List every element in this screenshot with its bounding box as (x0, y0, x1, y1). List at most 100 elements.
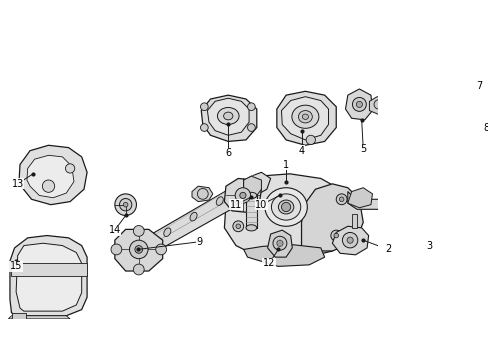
Polygon shape (19, 145, 87, 205)
Circle shape (135, 246, 142, 253)
Text: 5: 5 (359, 144, 366, 154)
Circle shape (123, 202, 128, 207)
Circle shape (247, 103, 255, 111)
Bar (12, 262, 87, 276)
Circle shape (346, 237, 352, 243)
Bar (245, 195, 256, 228)
Polygon shape (463, 91, 488, 138)
Text: 10: 10 (255, 200, 267, 210)
Circle shape (426, 76, 432, 82)
Circle shape (470, 118, 483, 131)
Text: 15: 15 (10, 261, 22, 271)
Text: 1: 1 (283, 159, 288, 170)
Ellipse shape (278, 200, 293, 214)
Polygon shape (224, 179, 261, 212)
Circle shape (342, 233, 357, 248)
Circle shape (200, 124, 208, 131)
Circle shape (235, 188, 250, 203)
Polygon shape (243, 176, 261, 195)
Circle shape (236, 224, 240, 229)
Ellipse shape (190, 212, 197, 221)
Ellipse shape (163, 228, 170, 237)
Text: 12: 12 (263, 258, 275, 268)
Text: 13: 13 (12, 179, 24, 189)
Polygon shape (10, 235, 87, 316)
Circle shape (339, 197, 343, 202)
Bar (408, 63, 448, 95)
Polygon shape (347, 188, 372, 208)
Circle shape (200, 103, 208, 111)
Ellipse shape (302, 114, 308, 120)
Circle shape (111, 244, 122, 255)
Ellipse shape (245, 192, 256, 198)
Circle shape (276, 240, 283, 246)
Polygon shape (8, 316, 70, 319)
Ellipse shape (469, 102, 484, 127)
Circle shape (281, 202, 290, 212)
Polygon shape (27, 155, 74, 198)
Ellipse shape (271, 194, 300, 220)
Text: 8: 8 (483, 122, 488, 132)
Text: 2: 2 (384, 244, 390, 255)
Ellipse shape (472, 109, 480, 120)
Circle shape (336, 194, 346, 205)
Ellipse shape (264, 188, 306, 226)
Polygon shape (267, 230, 292, 257)
Ellipse shape (403, 225, 421, 240)
Text: 6: 6 (225, 148, 231, 158)
Circle shape (115, 194, 136, 216)
Polygon shape (122, 172, 270, 263)
Ellipse shape (223, 112, 232, 120)
Ellipse shape (407, 229, 416, 236)
Polygon shape (347, 192, 416, 219)
Polygon shape (243, 245, 324, 266)
Circle shape (333, 233, 338, 238)
Circle shape (373, 100, 383, 109)
Ellipse shape (216, 197, 223, 205)
Polygon shape (207, 98, 248, 135)
Text: 11: 11 (229, 200, 242, 210)
Text: 9: 9 (196, 237, 203, 247)
Circle shape (133, 264, 144, 275)
Circle shape (119, 198, 132, 211)
Circle shape (239, 192, 245, 198)
Circle shape (228, 198, 239, 208)
Text: 4: 4 (298, 146, 304, 156)
Circle shape (42, 180, 55, 192)
Circle shape (330, 230, 341, 241)
Text: 14: 14 (108, 225, 121, 235)
Bar (412, 66, 446, 92)
Bar (352, 214, 356, 228)
Text: 3: 3 (426, 240, 432, 251)
Polygon shape (345, 89, 372, 120)
Circle shape (421, 71, 436, 87)
Circle shape (305, 135, 315, 144)
Polygon shape (201, 95, 256, 141)
Polygon shape (192, 186, 212, 202)
Circle shape (272, 236, 286, 250)
Circle shape (356, 101, 362, 108)
Polygon shape (115, 229, 163, 271)
Polygon shape (281, 97, 328, 140)
Ellipse shape (291, 105, 318, 128)
Circle shape (352, 98, 366, 111)
Ellipse shape (410, 231, 414, 234)
Polygon shape (332, 226, 368, 255)
Circle shape (197, 189, 208, 199)
Ellipse shape (245, 225, 256, 231)
Circle shape (65, 164, 75, 173)
Polygon shape (224, 174, 346, 259)
Bar (12, 313, 26, 319)
Polygon shape (16, 243, 81, 311)
Polygon shape (408, 202, 447, 225)
Circle shape (129, 240, 148, 259)
Circle shape (452, 74, 461, 84)
Text: 7: 7 (475, 81, 481, 91)
Polygon shape (448, 72, 465, 86)
Circle shape (133, 225, 144, 236)
Ellipse shape (298, 111, 312, 123)
Polygon shape (368, 97, 387, 114)
Circle shape (155, 244, 166, 255)
Polygon shape (276, 91, 336, 145)
Polygon shape (301, 184, 363, 251)
